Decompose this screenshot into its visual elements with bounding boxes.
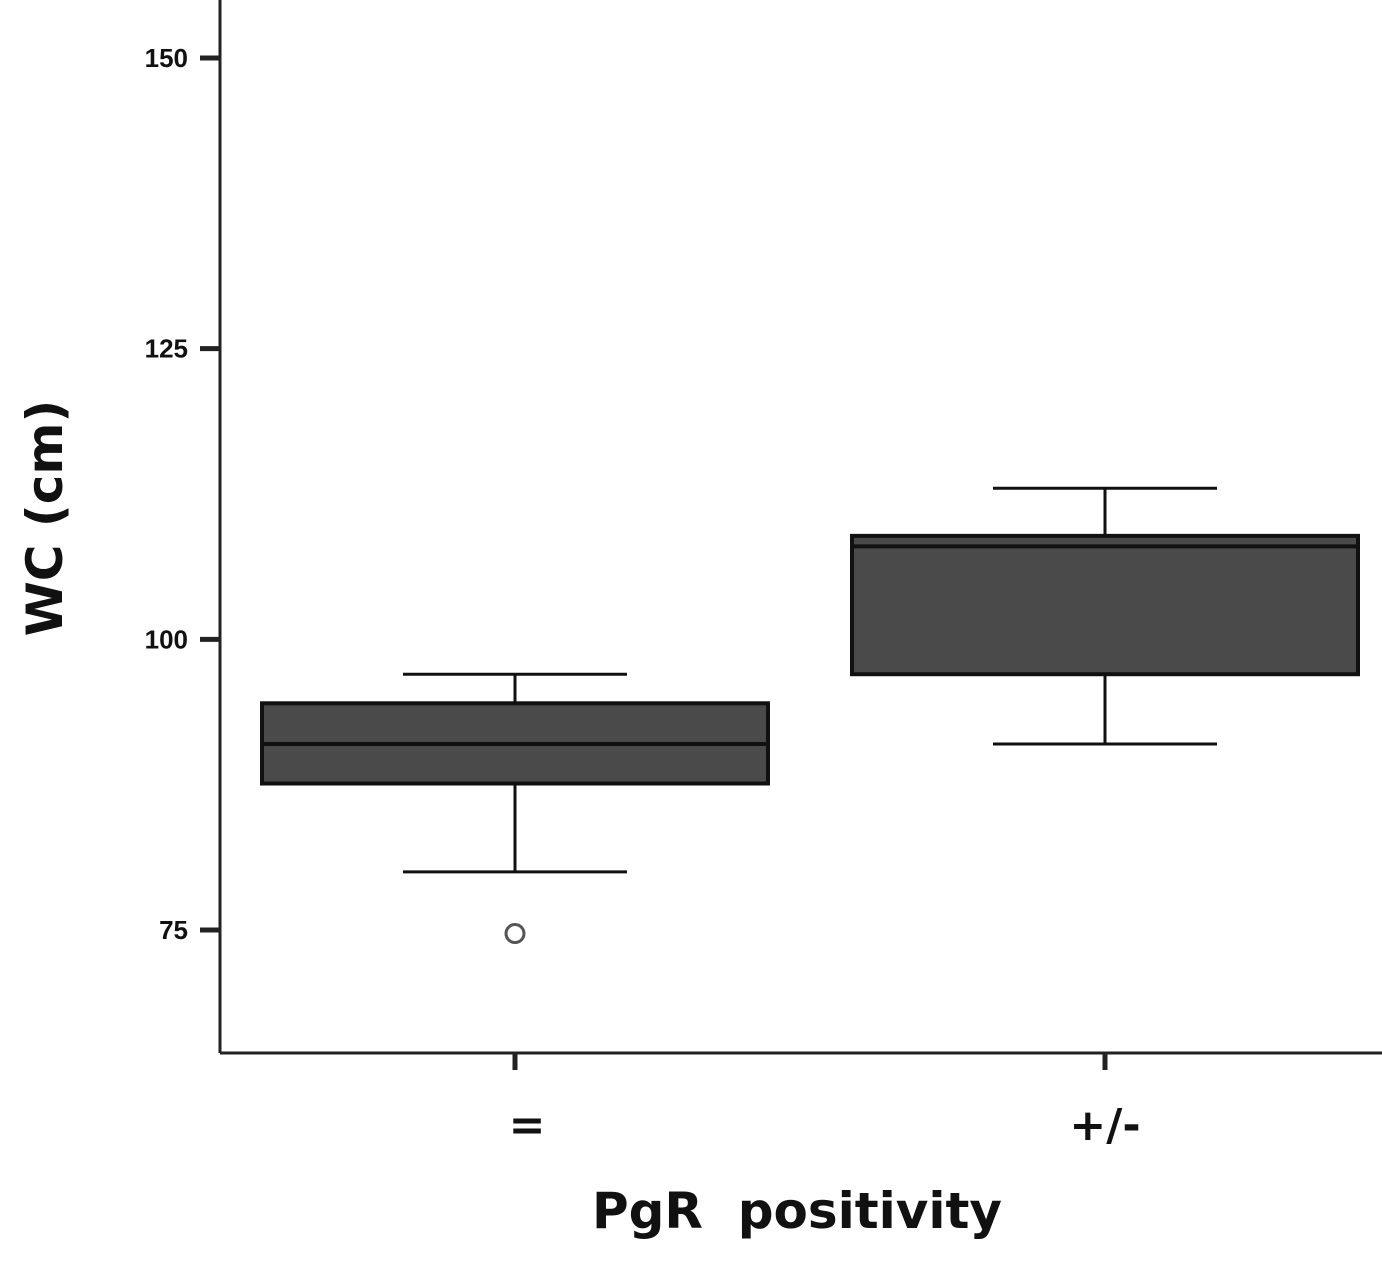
boxes xyxy=(260,486,1360,945)
y-tick-label: 125 xyxy=(145,334,188,364)
x-axis-title: PgR positivity xyxy=(592,1182,1002,1240)
x-tick-label: = xyxy=(509,1100,546,1151)
outlier-point xyxy=(504,923,526,945)
y-tick-label: 75 xyxy=(159,915,188,945)
y-ticks: 75 100 125 150 xyxy=(145,43,220,945)
box-plus-minus xyxy=(850,486,1360,746)
iqr-box xyxy=(850,533,1360,677)
y-tick-label: 150 xyxy=(145,43,188,73)
x-tick-label: +/- xyxy=(1069,1100,1140,1151)
axes xyxy=(218,0,1382,1055)
y-tick-label: 100 xyxy=(145,624,188,654)
x-ticks: = +/- xyxy=(509,1053,1141,1151)
y-axis-title: WC (cm) xyxy=(16,400,74,637)
box-equal xyxy=(260,672,770,945)
